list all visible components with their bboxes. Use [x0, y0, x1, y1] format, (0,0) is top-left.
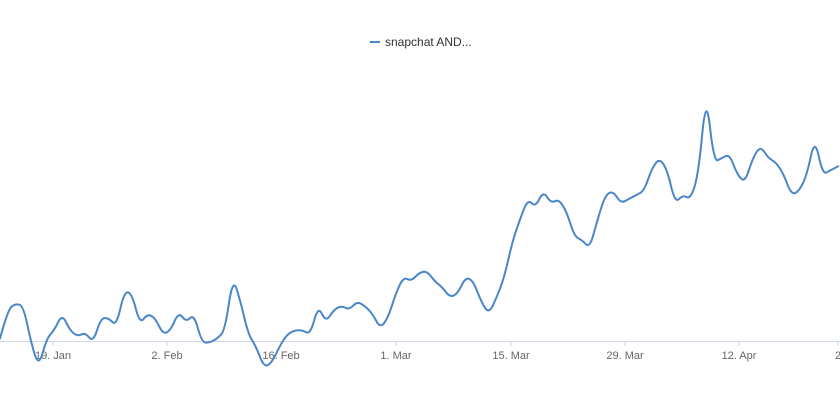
- x-tick-label: 15. Mar: [492, 350, 530, 362]
- x-tick-label: 1. Mar: [380, 350, 412, 362]
- x-tick-label: 12. Apr: [722, 350, 757, 362]
- x-tick-label: 2. Feb: [151, 350, 182, 362]
- legend-label: snapchat AND...: [385, 35, 472, 49]
- x-tick-label: 29. Mar: [606, 350, 644, 362]
- x-tick-label: 19. Jan: [35, 350, 71, 362]
- x-axis-labels: 19. Jan 2. Feb 16. Feb 1. Mar 15. Mar 29. Mar…: [35, 350, 840, 362]
- x-axis-ticks: [52, 341, 839, 346]
- x-tick-label: 2: [835, 350, 840, 362]
- x-tick-label: 16. Feb: [262, 350, 299, 362]
- series-line[interactable]: [0, 110, 840, 367]
- legend[interactable]: snapchat AND...: [370, 35, 472, 49]
